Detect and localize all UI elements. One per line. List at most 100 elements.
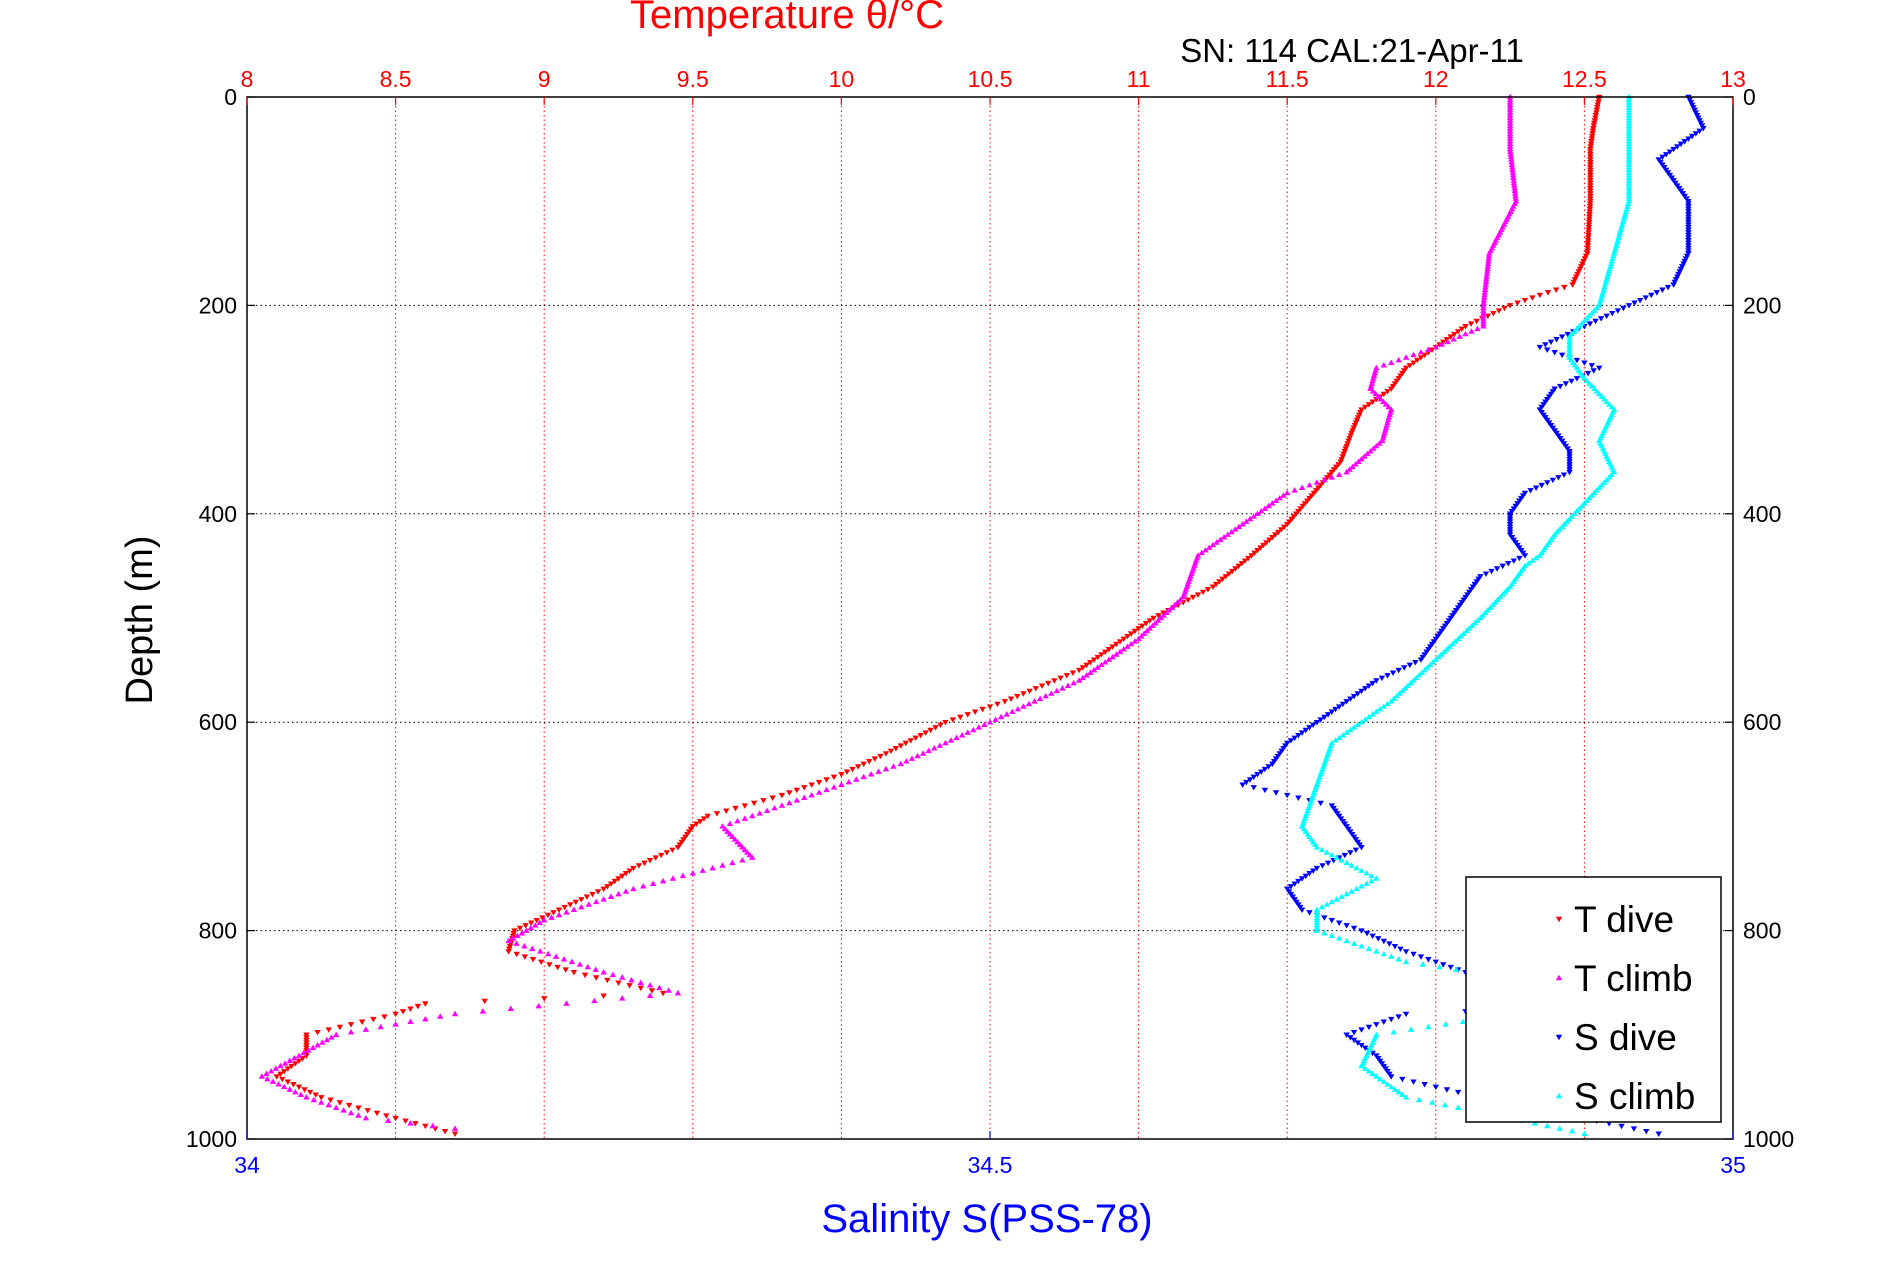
data-point: [1323, 901, 1331, 907]
data-point: [1474, 325, 1481, 332]
data-point: [1506, 583, 1514, 589]
data-point: [1350, 693, 1358, 700]
data-point: [1358, 883, 1365, 889]
data-point: [1199, 589, 1207, 596]
data-point: [1348, 888, 1355, 894]
data-point: [355, 1105, 362, 1111]
data-point: [1417, 349, 1425, 355]
data-point: [1343, 699, 1350, 705]
data-point: [1354, 1040, 1361, 1046]
data-point: [778, 802, 786, 808]
data-point: [1428, 1099, 1436, 1105]
data-point: [1376, 1075, 1384, 1082]
data-point: [1045, 680, 1052, 687]
data-point: [1174, 599, 1181, 605]
data-point: [1558, 523, 1566, 530]
data-point: [1564, 331, 1571, 338]
data-point: [1484, 260, 1492, 266]
data-point: [1402, 354, 1410, 360]
data-point: [1561, 284, 1568, 291]
data-point: [1516, 555, 1523, 562]
data-point: [1692, 131, 1700, 137]
data-point: [1573, 507, 1581, 514]
data-point: [1358, 688, 1365, 695]
data-point: [1636, 297, 1644, 304]
data-point: [1031, 698, 1038, 704]
data-point: [1458, 326, 1466, 333]
data-point: [871, 756, 879, 762]
data-point: [336, 1024, 344, 1031]
data-point: [903, 758, 910, 764]
data-point: [914, 752, 921, 759]
data-point: [1406, 662, 1413, 669]
data-point: [555, 911, 563, 918]
data-point: [902, 740, 909, 747]
data-point: [1352, 847, 1360, 854]
data-point: [1120, 636, 1127, 643]
data-point: [1216, 579, 1223, 585]
data-point: [297, 1091, 305, 1097]
data-point: [1328, 917, 1335, 924]
data-point: [1087, 669, 1094, 675]
data-point: [964, 712, 971, 718]
data-point: [1510, 177, 1517, 183]
data-point: [1560, 472, 1568, 478]
data-point: [1384, 1081, 1391, 1087]
data-point: [600, 969, 607, 975]
data-point: [1332, 706, 1339, 713]
data-point: [1328, 474, 1335, 480]
data-point: [979, 706, 986, 713]
data-point: [674, 845, 682, 851]
data-point: [1608, 403, 1615, 410]
data-point: [1358, 1042, 1365, 1049]
data-point: [1614, 308, 1622, 314]
data-point: [1463, 627, 1470, 634]
data-point: [1596, 302, 1603, 308]
data-point: [600, 886, 607, 893]
data-point: [1424, 664, 1431, 670]
data-point: [1295, 732, 1302, 739]
data-point: [1425, 346, 1432, 352]
data-point: [1380, 938, 1387, 945]
data-point: [749, 854, 756, 860]
data-point: [1350, 1037, 1358, 1044]
data-point: [1094, 654, 1101, 661]
data-point: [1376, 440, 1383, 446]
data-point: [383, 1113, 390, 1119]
data-point: [1171, 601, 1179, 608]
data-point: [1250, 785, 1257, 791]
data-point: [1446, 643, 1453, 649]
data-point: [301, 1087, 308, 1093]
data-point: [860, 761, 867, 768]
data-point: [699, 867, 706, 873]
data-point: [286, 1086, 293, 1092]
data-point: [1051, 678, 1058, 684]
data-point: [1014, 705, 1022, 712]
data-point: [552, 953, 560, 959]
data-point: [1025, 700, 1033, 707]
data-point: [581, 972, 589, 979]
data-point: [1152, 620, 1159, 626]
data-point: [1116, 639, 1124, 645]
data-point: [1239, 521, 1246, 527]
data-point: [591, 997, 598, 1004]
data-point: [318, 1099, 325, 1105]
data-point: [1399, 1091, 1406, 1097]
data-point: [719, 862, 726, 868]
data-point: [746, 851, 753, 858]
data-point: [1075, 667, 1083, 674]
data-point: [1362, 716, 1369, 722]
data-point: [1605, 401, 1613, 407]
y-right-tick-label: 600: [1743, 709, 1781, 735]
data-point: [1573, 357, 1581, 364]
data-point: [568, 958, 576, 965]
data-point: [854, 764, 862, 770]
data-point: [1090, 666, 1098, 673]
data-point: [1376, 705, 1384, 712]
data-point: [1261, 505, 1269, 511]
data-point: [1059, 685, 1066, 691]
data-point: [1302, 727, 1309, 734]
data-point: [648, 988, 656, 994]
data-point: [373, 1110, 381, 1117]
data-point: [1410, 677, 1417, 683]
